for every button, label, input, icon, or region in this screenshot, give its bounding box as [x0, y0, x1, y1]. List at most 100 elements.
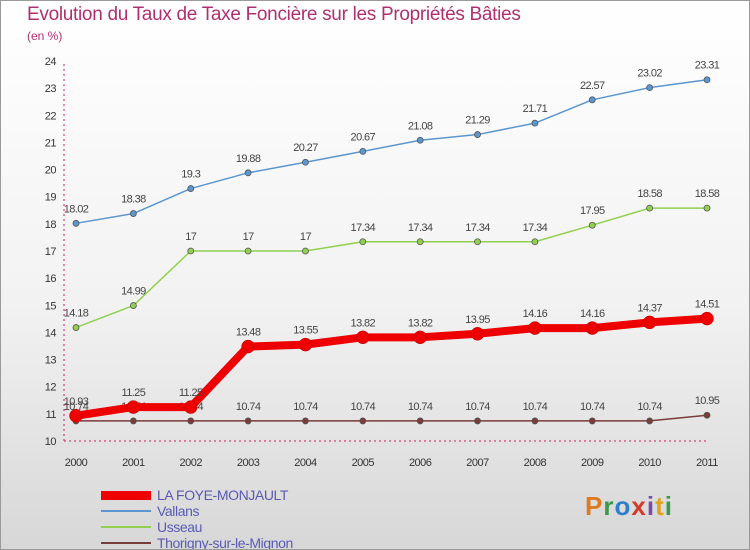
- data-label: 13.48: [236, 327, 261, 339]
- data-point: [244, 417, 252, 425]
- y-tick-label: 12: [45, 382, 57, 394]
- data-label: 20.67: [351, 131, 376, 143]
- data-label: 18.02: [64, 203, 89, 215]
- data-label: 17: [243, 231, 255, 243]
- data-point: [187, 417, 195, 425]
- data-label: 17: [300, 231, 312, 243]
- legend-swatch: [101, 510, 151, 512]
- data-label: 14.16: [523, 308, 548, 320]
- logo-letter: t: [655, 491, 665, 521]
- data-label: 10.93: [64, 396, 89, 408]
- data-point: [531, 119, 539, 127]
- x-tick-label: 2008: [524, 457, 547, 469]
- data-label: 18.58: [695, 188, 720, 200]
- data-label: 10.74: [637, 401, 662, 413]
- x-tick-label: 2001: [122, 457, 145, 469]
- y-tick-label: 11: [46, 409, 57, 421]
- data-point: [700, 311, 714, 326]
- legend-swatch: [101, 542, 151, 544]
- data-label: 23.02: [637, 68, 662, 80]
- data-label: 14.18: [64, 308, 89, 320]
- series-line: [76, 414, 708, 422]
- y-tick-label: 18: [45, 219, 57, 231]
- data-label: 10.74: [351, 401, 376, 413]
- y-tick-label: 13: [45, 355, 57, 367]
- data-point: [588, 96, 596, 104]
- data-point: [183, 400, 198, 414]
- data-point: [241, 339, 255, 354]
- data-point: [244, 169, 252, 177]
- y-tick-label: 22: [45, 110, 57, 122]
- chart-unit-label: (en %): [27, 29, 63, 43]
- data-point: [703, 204, 711, 212]
- x-tick-label: 2009: [581, 457, 604, 469]
- data-label: 21.08: [408, 120, 433, 132]
- series-usseau: 14.18 14.99 17 17 17 17.34 17.34 17.34 17.34 17.9…: [64, 188, 720, 331]
- data-point: [646, 84, 654, 91]
- data-point: [129, 302, 137, 309]
- y-tick-label: 10: [45, 436, 57, 448]
- data-label: 13.82: [408, 317, 433, 329]
- legend-label: Vallans: [157, 503, 200, 519]
- data-point: [298, 337, 313, 352]
- y-tick-label: 24: [45, 56, 57, 68]
- data-point: [531, 238, 539, 246]
- data-label: 23.31: [695, 60, 720, 72]
- data-point: [187, 247, 195, 255]
- series-line: [75, 314, 708, 420]
- data-label: 10.95: [695, 395, 720, 407]
- logo-letter: i: [664, 491, 673, 521]
- x-tick-label: 2005: [352, 457, 375, 469]
- legend-item: Vallans: [101, 503, 293, 519]
- data-point: [129, 417, 137, 425]
- data-label: 10.74: [236, 401, 261, 413]
- data-point: [69, 409, 83, 423]
- x-tick-label: 2007: [466, 457, 489, 469]
- data-label: 19.3: [181, 169, 200, 181]
- data-point: [187, 185, 195, 192]
- data-label: 10.74: [580, 401, 605, 413]
- data-label: 13.95: [465, 314, 490, 326]
- data-label: 18.38: [121, 194, 146, 206]
- series-vallans: 18.02 18.38 19.3 19.88 20.27 20.67 21.08 21.29 2…: [64, 60, 720, 227]
- data-label: 13.82: [351, 317, 376, 329]
- data-label: 17.34: [408, 222, 433, 234]
- data-label: 10.74: [523, 401, 548, 413]
- data-point: [413, 330, 427, 345]
- legend-item: LA FOYE-MONJAULT: [101, 487, 293, 503]
- data-label: 17.95: [580, 205, 605, 217]
- data-label: 17: [185, 231, 197, 243]
- data-label: 14.37: [637, 302, 662, 314]
- data-point: [72, 219, 80, 227]
- data-label: 21.71: [523, 103, 548, 115]
- y-tick-label: 14: [45, 327, 57, 339]
- legend-swatch: [101, 490, 151, 500]
- logo-letter: o: [614, 491, 632, 521]
- data-point: [642, 315, 657, 330]
- data-point: [646, 204, 654, 212]
- data-label: 11.25: [122, 387, 146, 399]
- logo-letter: r: [603, 491, 615, 521]
- data-label: 14.51: [695, 299, 720, 311]
- logo-letter: x: [631, 491, 647, 521]
- data-point: [302, 158, 309, 166]
- y-tick-label: 19: [45, 192, 57, 204]
- x-tick-label: 2000: [65, 457, 88, 469]
- data-point: [531, 417, 539, 425]
- data-point: [474, 417, 481, 425]
- legend-label: Usseau: [157, 519, 203, 535]
- data-point: [129, 210, 137, 217]
- data-label: 13.55: [293, 325, 318, 337]
- x-tick-label: 2003: [237, 457, 260, 469]
- data-point: [528, 321, 542, 335]
- y-tick-label: 15: [45, 300, 57, 312]
- data-point: [359, 147, 367, 155]
- data-point: [588, 417, 596, 425]
- legend-label: Thorigny-sur-le-Mignon: [157, 535, 293, 550]
- y-tick-label: 17: [45, 246, 57, 258]
- logo-letter: i: [646, 491, 656, 521]
- chart-legend: LA FOYE-MONJAULT Vallans Usseau Thorigny-su…: [101, 487, 293, 550]
- legend-label: LA FOYE-MONJAULT: [157, 487, 289, 503]
